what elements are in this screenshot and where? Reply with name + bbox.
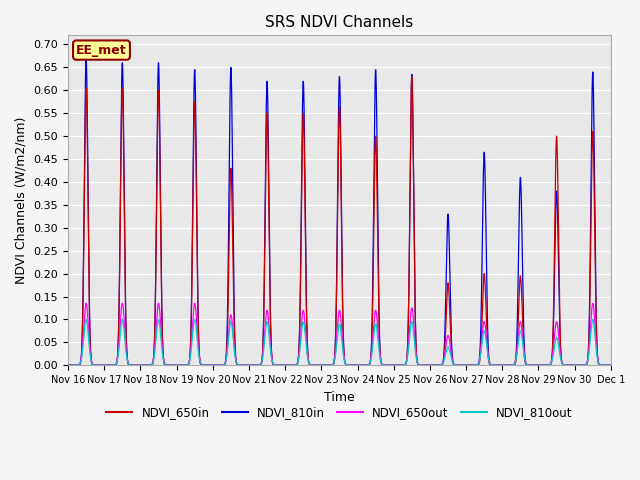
Text: EE_met: EE_met <box>76 44 127 57</box>
NDVI_650in <box>64 362 72 368</box>
NDVI_650out <box>607 362 614 368</box>
NDVI_810out <box>554 341 562 347</box>
NDVI_650out <box>404 349 412 355</box>
Line: NDVI_650out: NDVI_650out <box>68 303 611 365</box>
Line: NDVI_810in: NDVI_810in <box>68 58 611 365</box>
NDVI_650out <box>557 354 564 360</box>
NDVI_810in <box>554 249 562 255</box>
NDVI_810in <box>272 362 280 368</box>
NDVI_810in <box>83 55 90 61</box>
NDVI_650in <box>129 362 137 368</box>
NDVI_650out <box>83 300 90 306</box>
NDVI_650in <box>557 349 564 355</box>
NDVI_650in <box>408 74 415 80</box>
NDVI_650out <box>554 329 562 335</box>
NDVI_650out <box>64 362 72 368</box>
NDVI_810in <box>64 362 72 368</box>
NDVI_810in <box>557 351 564 357</box>
NDVI_650out <box>579 362 586 368</box>
NDVI_810out <box>404 352 412 358</box>
NDVI_650out <box>129 362 137 368</box>
NDVI_650in <box>404 341 412 347</box>
Title: SRS NDVI Channels: SRS NDVI Channels <box>266 15 413 30</box>
NDVI_810out <box>83 316 90 322</box>
NDVI_650out <box>272 362 280 368</box>
NDVI_650in <box>579 362 586 368</box>
NDVI_810out <box>129 362 137 368</box>
X-axis label: Time: Time <box>324 391 355 404</box>
Line: NDVI_810out: NDVI_810out <box>68 319 611 365</box>
NDVI_650in <box>462 362 470 368</box>
NDVI_810in <box>579 362 586 368</box>
NDVI_810out <box>272 362 280 368</box>
Line: NDVI_650in: NDVI_650in <box>68 77 611 365</box>
Y-axis label: NDVI Channels (W/m2/nm): NDVI Channels (W/m2/nm) <box>15 117 28 284</box>
NDVI_810in <box>129 362 137 368</box>
NDVI_810out <box>557 357 564 362</box>
NDVI_650in <box>607 362 614 368</box>
NDVI_650in <box>272 362 280 368</box>
NDVI_810out <box>579 362 586 368</box>
Legend: NDVI_650in, NDVI_810in, NDVI_650out, NDVI_810out: NDVI_650in, NDVI_810in, NDVI_650out, NDV… <box>102 401 577 424</box>
NDVI_810in <box>404 338 412 344</box>
NDVI_810out <box>64 362 72 368</box>
NDVI_810in <box>607 362 614 368</box>
NDVI_810out <box>607 362 614 368</box>
NDVI_650in <box>554 223 562 228</box>
